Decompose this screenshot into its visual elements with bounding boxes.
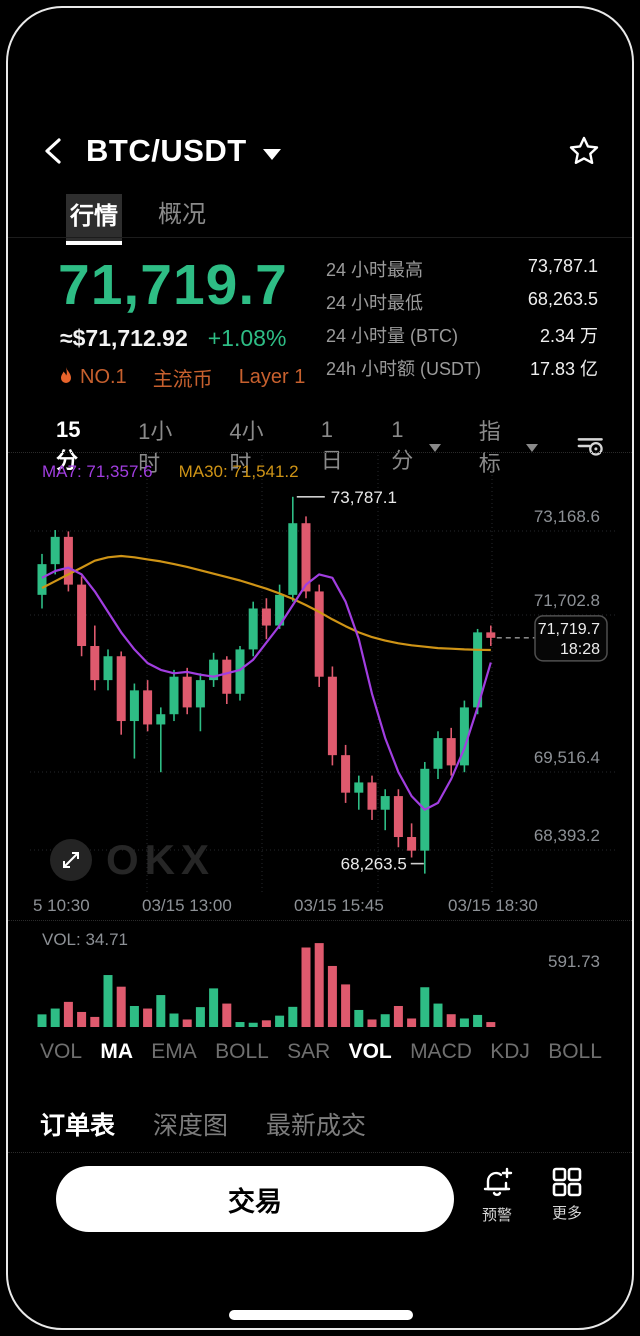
tf-more-dropdown[interactable]: 1分: [391, 417, 441, 475]
svg-text:71,719.7: 71,719.7: [538, 621, 600, 638]
ind-vol-main[interactable]: VOL: [40, 1040, 83, 1063]
fiat-price: ≈$71,712.92: [60, 325, 188, 351]
token-badges: NO.1 主流币 Layer 1: [58, 363, 305, 392]
svg-text:18:28: 18:28: [560, 641, 600, 658]
stat-high: 24 小时最高 73,787.1: [326, 256, 598, 282]
more-button[interactable]: 更多: [532, 1166, 602, 1223]
rank-badge-label: NO.1: [80, 366, 127, 388]
ind-vol-sub[interactable]: VOL: [348, 1040, 392, 1063]
alert-label: 预警: [481, 1207, 512, 1224]
layer-badge[interactable]: Layer 1: [238, 366, 306, 388]
svg-text:69,516.4: 69,516.4: [534, 748, 600, 767]
svg-text:68,393.2: 68,393.2: [534, 826, 600, 845]
divider: [8, 452, 632, 453]
stat-volume-btc: 24 小时量 (BTC) 2.34 万: [326, 322, 598, 348]
stat-label: 24h 小时额 (USDT): [326, 359, 482, 379]
trade-button[interactable]: 交易: [56, 1166, 454, 1232]
orderbook-tabs: 订单表 深度图 最新成交: [40, 1106, 366, 1142]
time-tick: 03/15 15:45: [294, 896, 384, 915]
svg-text:68,263.5: 68,263.5: [341, 855, 407, 874]
timeframe-row: 15分 1小时 4小时 1日 1分 指标: [56, 414, 604, 478]
ind-ema[interactable]: EMA: [151, 1040, 197, 1063]
last-price: 71,719.7: [58, 253, 288, 317]
tab-latest-trades[interactable]: 最新成交: [266, 1112, 367, 1140]
stats-panel: 24 小时最高 73,787.1 24 小时最低 68,263.5 24 小时量…: [326, 256, 598, 388]
volume-current-label: VOL: 34.71: [42, 930, 129, 949]
time-tick: 03/15 18:30: [448, 896, 538, 915]
ind-boll[interactable]: BOLL: [215, 1040, 269, 1063]
stat-value: 73,787.1: [527, 256, 598, 276]
ind-sar[interactable]: SAR: [287, 1040, 331, 1063]
category-badge[interactable]: 主流币: [152, 369, 213, 391]
home-indicator[interactable]: [229, 1310, 413, 1320]
price-change: +1.08%: [207, 325, 287, 351]
fullscreen-button[interactable]: [50, 839, 92, 881]
stat-value: 17.83 亿: [529, 359, 598, 379]
candlestick-chart[interactable]: 73,168.6 71,702.8 69,516.4 68,393.2 73,787.1…: [30, 455, 615, 895]
stat-value: 68,263.5: [527, 289, 598, 309]
pair-title[interactable]: BTC/USDT: [86, 133, 247, 168]
bell-plus-icon: [483, 1167, 513, 1196]
stat-turnover-usdt: 24h 小时额 (USDT) 17.83 亿: [326, 355, 598, 381]
svg-text:71,702.8: 71,702.8: [534, 591, 600, 610]
chart-watermark: OKX: [50, 836, 215, 884]
indicator-label: 指标: [478, 419, 501, 476]
indicator-dropdown[interactable]: 指标: [479, 414, 538, 478]
chart-settings-icon[interactable]: [576, 433, 604, 459]
ind-boll2[interactable]: BOLL: [548, 1040, 602, 1063]
stat-label: 24 小时最高: [326, 260, 424, 280]
okx-logo: OKX: [106, 836, 216, 883]
chevron-down-icon: [428, 443, 441, 452]
tf-1d[interactable]: 1日: [320, 417, 343, 473]
tf-15m[interactable]: 15分: [56, 417, 81, 473]
pair-dropdown-icon[interactable]: [262, 148, 281, 160]
header: BTC/USDT: [40, 130, 600, 172]
flame-icon: [61, 367, 71, 383]
more-label: 更多: [551, 1205, 582, 1222]
page-tabs: 行情 概况: [66, 194, 206, 245]
tf-1h[interactable]: 1小时: [138, 419, 173, 476]
price-subrow: ≈$71,712.92 +1.08%: [60, 325, 286, 352]
ind-kdj[interactable]: KDJ: [490, 1040, 530, 1063]
stat-label: 24 小时量 (BTC): [326, 326, 459, 346]
grid-icon: [552, 1167, 582, 1197]
divider: [8, 237, 632, 238]
expand-icon: [63, 852, 79, 868]
time-tick: 5 10:30: [33, 896, 90, 915]
tab-order-book[interactable]: 订单表: [40, 1112, 116, 1140]
indicator-tabs: VOL MA EMA BOLL SAR VOL MACD KDJ BOLL: [40, 1040, 602, 1064]
ind-macd[interactable]: MACD: [410, 1040, 472, 1063]
svg-text:73,787.1: 73,787.1: [331, 488, 397, 507]
back-icon[interactable]: [40, 136, 66, 166]
rank-badge[interactable]: NO.1: [58, 366, 127, 389]
volume-chart[interactable]: 591.73: [30, 925, 615, 1033]
time-axis: 5 10:30 03/15 13:00 03/15 15:45 03/15 18…: [30, 896, 610, 918]
divider: [8, 920, 632, 921]
ma7-legend: MA7: 71,357.6: [42, 462, 153, 481]
alert-button[interactable]: 预警: [462, 1166, 532, 1225]
divider: [8, 1152, 632, 1153]
tf-4h[interactable]: 4小时: [229, 419, 264, 476]
tab-market[interactable]: 行情: [66, 194, 122, 245]
svg-text:591.73: 591.73: [548, 952, 600, 971]
stat-low: 24 小时最低 68,263.5: [326, 289, 598, 315]
tf-more-label: 1分: [391, 417, 414, 473]
svg-text:73,168.6: 73,168.6: [534, 507, 600, 526]
time-tick: 03/15 13:00: [142, 896, 232, 915]
tab-depth-chart[interactable]: 深度图: [153, 1112, 229, 1140]
chevron-down-icon: [525, 443, 538, 452]
ma-legend: MA7: 71,357.6 MA30: 71,541.2: [42, 462, 299, 482]
stat-label: 24 小时最低: [326, 293, 424, 313]
stat-value: 2.34 万: [539, 326, 598, 346]
ma30-legend: MA30: 71,541.2: [178, 462, 299, 481]
ind-ma[interactable]: MA: [100, 1040, 133, 1063]
tab-overview[interactable]: 概况: [158, 201, 206, 228]
favorite-star-icon[interactable]: [568, 135, 600, 167]
